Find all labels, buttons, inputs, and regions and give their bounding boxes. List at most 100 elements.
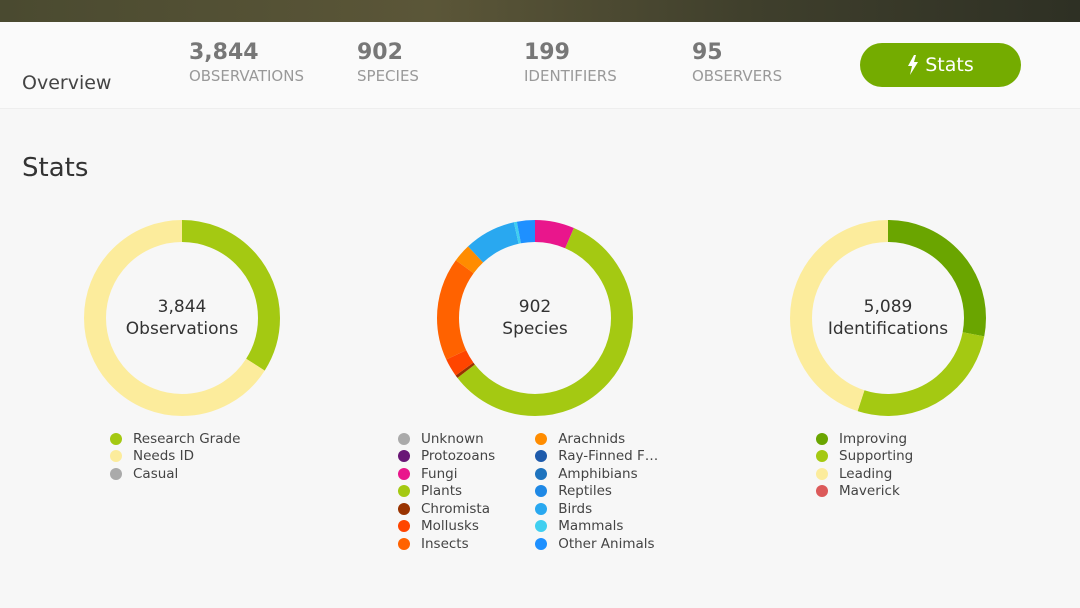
donut-segment: [790, 220, 986, 416]
legend-dot: [110, 467, 122, 480]
donut-segment: [790, 220, 986, 416]
legend-dot: [398, 485, 410, 498]
legend-label: Reptiles: [558, 483, 612, 500]
stat-value: 902: [357, 40, 403, 65]
legend-item: Improving: [816, 430, 913, 448]
legend-dot: [535, 450, 548, 463]
legend-dot: [110, 450, 122, 463]
stat[interactable]: 902 SPECIES: [357, 40, 419, 85]
stat-label: IDENTIFIERS: [524, 67, 617, 85]
legend-dot: [535, 467, 548, 480]
legend-label: Amphibians: [558, 465, 638, 482]
legend: Unknown Protozoans Fungi Plants Chromista Mol…: [398, 430, 658, 553]
legend-label: Protozoans: [421, 448, 496, 465]
stats-button[interactable]: Stats: [860, 43, 1021, 87]
center-value: 3,844: [158, 297, 207, 317]
legend-dot: [816, 450, 828, 463]
legend-dot: [110, 432, 122, 445]
legend: Research Grade Needs ID Casual: [110, 430, 240, 553]
legend-label: Leading: [839, 465, 893, 482]
legend-item: Plants: [398, 483, 495, 501]
legend-item: Protozoans: [398, 448, 495, 466]
legend-label: Birds: [558, 500, 593, 517]
legend-label: Chromista: [421, 500, 490, 517]
legend-item: Fungi: [398, 465, 495, 483]
legend-label: Insects: [421, 535, 469, 552]
legend-dot: [398, 537, 410, 550]
legend-item: Arachnids: [535, 430, 658, 448]
donut: [790, 220, 986, 416]
legend-item: Leading: [816, 465, 913, 483]
donut-segment: [437, 220, 633, 416]
button-label: Stats: [925, 54, 974, 76]
donut: [84, 220, 280, 416]
donut-segment: [84, 220, 280, 416]
stat[interactable]: 3,844 OBSERVATIONS: [189, 40, 304, 85]
legend-label: Maverick: [839, 483, 900, 500]
legend-label: Supporting: [839, 448, 914, 465]
stat-value: 3,844: [189, 40, 259, 65]
legend-dot: [535, 485, 548, 498]
legend: Improving Supporting Leading Maverick: [816, 430, 913, 553]
legend-dot: [535, 432, 548, 445]
legend-dot: [398, 502, 410, 515]
stat[interactable]: 95 OBSERVERS: [692, 40, 782, 85]
legend-label: Improving: [839, 430, 908, 447]
legend-item: Needs ID: [110, 448, 240, 466]
legend-item: Casual: [110, 465, 240, 483]
stat-value: 95: [692, 40, 723, 65]
legend-item: Mollusks: [398, 518, 495, 536]
legend-dot: [398, 520, 410, 533]
legend-dot: [535, 520, 548, 533]
legend-dot: [535, 502, 548, 515]
header: Overview 3,844 OBSERVATIONS 902 SPECIES 19…: [0, 22, 1080, 109]
legend-dot: [816, 467, 828, 480]
legend-label: Needs ID: [133, 448, 194, 465]
legend-item: Research Grade: [110, 430, 240, 448]
banner: [0, 0, 1080, 22]
donut: [437, 220, 633, 416]
center-label: Observations: [126, 319, 239, 339]
legend-label: Research Grade: [133, 430, 241, 447]
center-label: Species: [502, 319, 568, 339]
bolt-icon: [908, 55, 919, 75]
legend-dot: [398, 432, 410, 445]
legend-label: Unknown: [421, 430, 484, 447]
donut-segment: [437, 220, 633, 416]
legend-item: Maverick: [816, 483, 913, 501]
stat[interactable]: 199 IDENTIFIERS: [524, 40, 617, 85]
center-value: 5,089: [864, 297, 913, 317]
donut-segment: [437, 220, 633, 416]
legend-item: Reptiles: [535, 483, 658, 501]
legend-dot: [535, 537, 548, 550]
legend-item: Amphibians: [535, 465, 658, 483]
legend-label: Other Animals: [558, 535, 655, 552]
legend-dot: [816, 432, 828, 445]
legend-dot: [398, 467, 410, 480]
legend-label: Fungi: [421, 465, 458, 482]
legend-item: Birds: [535, 500, 658, 518]
center-label: Identifications: [828, 319, 948, 339]
legend-item: Insects: [398, 535, 495, 553]
overview-title: Overview: [22, 72, 112, 94]
legend-label: Mammals: [558, 518, 624, 535]
legend-label: Casual: [133, 465, 179, 482]
stat-label: SPECIES: [357, 67, 419, 85]
legend-label: Plants: [421, 483, 463, 500]
legend-item: Mammals: [535, 518, 658, 536]
center-value: 902: [519, 297, 551, 317]
stat-value: 199: [524, 40, 570, 65]
legend-item: Chromista: [398, 500, 495, 518]
stat-label: OBSERVATIONS: [189, 67, 304, 85]
legend-dot: [398, 450, 410, 463]
legend-item: Other Animals: [535, 535, 658, 553]
legend-item: Ray-Finned F…: [535, 448, 658, 466]
legend-dot: [816, 485, 828, 498]
legend-item: Supporting: [816, 448, 913, 466]
legend-label: Arachnids: [558, 430, 626, 447]
stat-label: OBSERVERS: [692, 67, 783, 85]
section-title: Stats: [22, 153, 89, 183]
legend-item: Unknown: [398, 430, 495, 448]
